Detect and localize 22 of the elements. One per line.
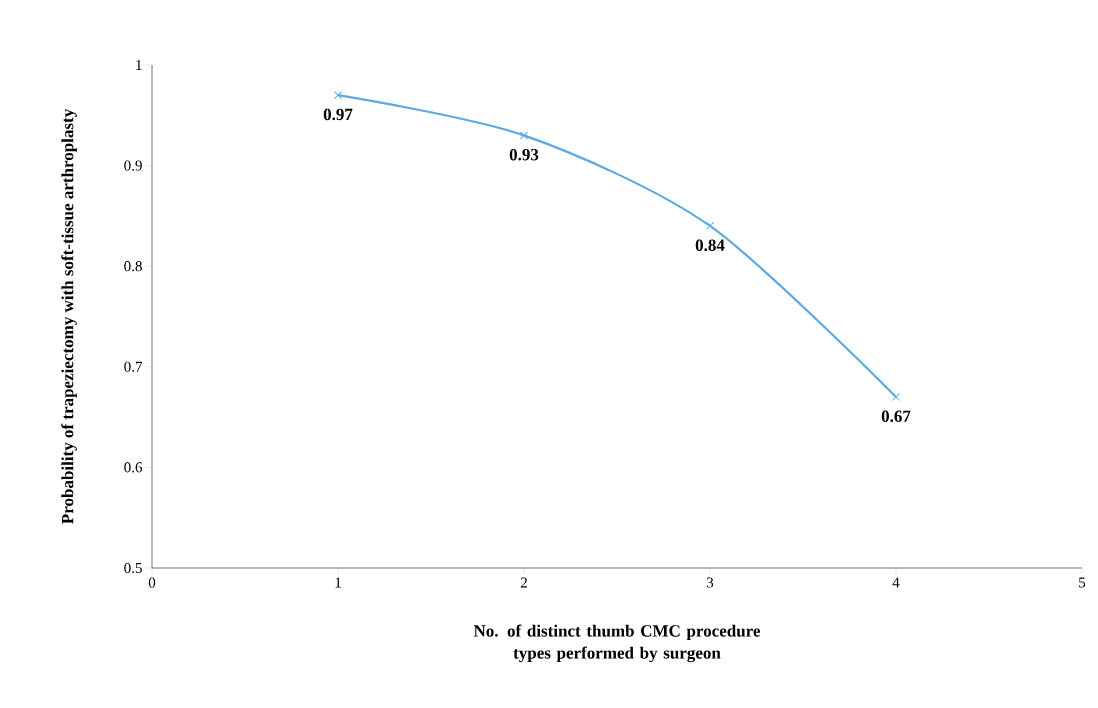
x-axis-title: No. of distinct thumb CMC procedure types performed by surgeon [473, 624, 761, 663]
x-tick-label: 2 [520, 577, 527, 588]
x-tick-label: 5 [1079, 577, 1086, 588]
point [333, 91, 343, 100]
y-tick-label: 1 [136, 60, 142, 70]
x-tick-label: 4 [892, 577, 900, 588]
point [519, 131, 529, 140]
data-label: 0.84 [695, 239, 725, 252]
y-tick-label: 0.7 [124, 361, 143, 372]
y-tick-label: 0.6 [124, 462, 143, 473]
data-label: 0.67 [881, 410, 911, 423]
x-tick-label: 3 [706, 577, 714, 588]
y-tick-label: 0.5 [124, 562, 142, 574]
data-label: 0.97 [323, 108, 353, 121]
y-axis-title: Probability of trapeziectomy with soft-tissue arthroplasty [61, 108, 77, 524]
x-tick-label: 1 [335, 577, 341, 588]
point [891, 392, 901, 401]
y-tick-label: 0.8 [124, 261, 142, 272]
x-tick-label: 0 [148, 577, 156, 588]
point [705, 221, 715, 230]
data-label: 0.93 [509, 148, 539, 161]
y-tick-label: 0.9 [124, 160, 142, 171]
